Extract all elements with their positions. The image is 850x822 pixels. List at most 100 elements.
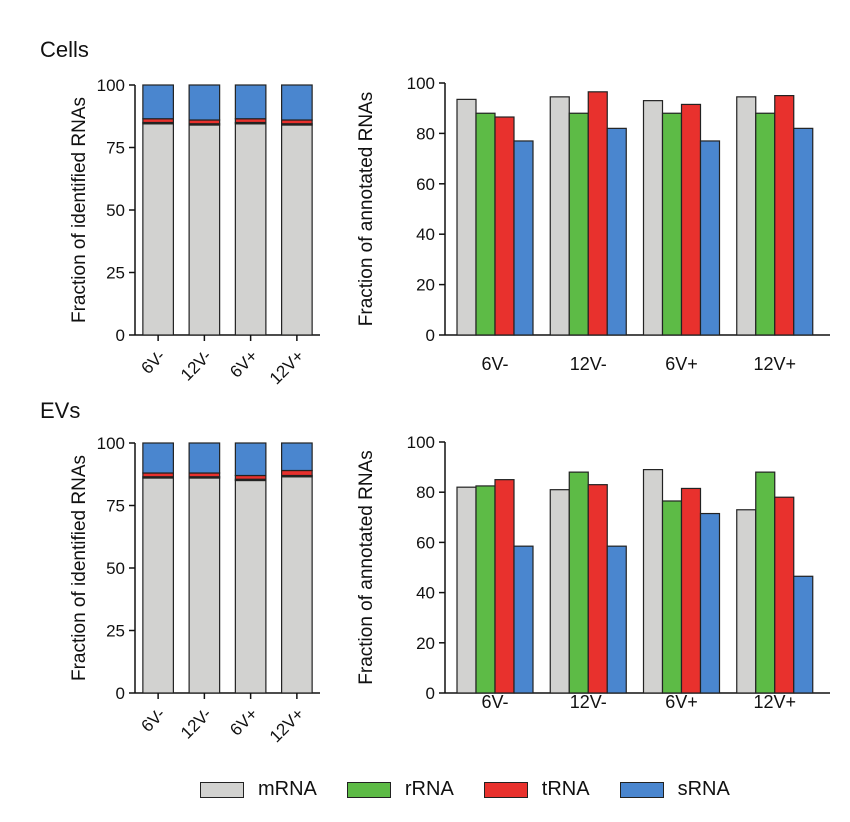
cells-annotated-bar-12v-srna (606, 127, 627, 336)
cells-identified-y-label: Fraction of identified RNAs (69, 97, 90, 323)
legend-item-mrna: mRNA (200, 778, 317, 801)
section-title-evs: EVs (40, 398, 81, 423)
legend-label-trna: tRNA (541, 778, 590, 800)
evs-annotated-y-tick-label-20: 20 (416, 634, 435, 653)
evs-annotated-bar-6v-rrna (661, 500, 683, 694)
cells-annotated-bar-12v-trna (587, 91, 608, 336)
evs-identified-y-tick-label-50: 50 (106, 559, 125, 578)
cells-identified-x-tick-label-6v: 6V- (137, 346, 168, 377)
evs-annotated-bar-12v-mrna (736, 509, 757, 694)
cells-annotated-bar-12v-rrna (755, 112, 776, 336)
evs-annotated-y-tick-label-60: 60 (416, 533, 435, 552)
cells-identified-x-tick-label-12v: 12V- (177, 346, 215, 384)
cells-annotated-bar-12v-mrna (736, 96, 757, 336)
cells-identified-bar-12v-mrna (281, 124, 313, 336)
cells-annotated-bar-6v-srna (513, 140, 534, 336)
legend-swatch-srna (619, 781, 664, 798)
legend-item-rrna: rRNA (346, 778, 454, 801)
evs-annotated-bar-6v-srna (513, 545, 534, 694)
cells-identified-y-tick-label-0: 0 (116, 326, 125, 345)
evs-annotated-y-tick-label-80: 80 (416, 483, 435, 502)
cells-annotated-y-tick-label-40: 40 (416, 225, 435, 244)
evs-identified-y-tick-label-0: 0 (116, 684, 125, 703)
evs-identified-x-tick-label-12v: 12V- (177, 704, 215, 742)
evs-identified-bar-6v-srna (142, 442, 174, 474)
cells-annotated-bar-6v-rrna (661, 112, 683, 336)
cells-annotated-bar-6v-mrna (642, 100, 664, 336)
evs-annotated-bar-6v-srna (699, 512, 721, 694)
cells-annotated-x-label-6v: 6V+ (665, 354, 698, 374)
cells-identified-bar-6v-srna (142, 84, 174, 120)
cells-identified-bar-6v-mrna (234, 123, 267, 336)
evs-annotated-x-label-12v: 12V- (570, 692, 607, 712)
evs-identified-y-tick-label-25: 25 (106, 622, 125, 641)
cells-annotated-x-label-12v: 12V+ (753, 354, 796, 374)
evs-identified-bar-6v-mrna (234, 479, 267, 694)
cells-identified-bar-12v-srna (281, 84, 313, 121)
cells-annotated-bar-12v-rrna (568, 112, 589, 336)
evs-identified-bar-12v-mrna (281, 476, 313, 694)
evs-annotated-bar-6v-trna (494, 479, 515, 694)
evs-annotated-y-tick-label-40: 40 (416, 584, 435, 603)
cells-identified-x-tick-label-6v: 6V+ (226, 346, 261, 381)
cells-annotated-y-tick-label-60: 60 (416, 175, 435, 194)
evs-annotated-bar-6v-rrna (475, 485, 496, 694)
evs-annotated-bar-12v-srna (793, 575, 814, 694)
cells-annotated-y-tick-label-0: 0 (426, 326, 435, 345)
evs-annotated-y-tick-label-0: 0 (426, 684, 435, 703)
cells-annotated-bar-12v-mrna (549, 96, 570, 336)
legend-label-rrna: rRNA (404, 778, 454, 800)
cells-annotated-bar-6v-trna (680, 103, 702, 336)
evs-annotated-x-label-12v: 12V+ (753, 692, 796, 712)
legend-swatch-mrna (200, 781, 244, 798)
evs-identified-bar-6v-mrna (142, 477, 174, 694)
legend-label-mrna: mRNA (258, 778, 317, 800)
cells-annotated-y-tick-label-20: 20 (416, 276, 435, 295)
cells-annotated-bar-6v-srna (699, 140, 721, 336)
evs-annotated-bar-6v-mrna (642, 469, 664, 694)
evs-identified-bar-12v-trna (281, 469, 313, 477)
cells-annotated-x-label-12v: 12V- (570, 354, 607, 374)
cells-annotated-bar-12v-trna (774, 94, 795, 336)
cells-identified-bar-12v-mrna (188, 124, 221, 336)
cells-annotated-x-label-6v: 6V- (481, 354, 508, 374)
evs-identified-bar-12v-srna (281, 442, 313, 472)
cells-annotated-bar-6v-trna (494, 116, 515, 336)
cells-identified-y-tick-label-100: 100 (97, 76, 125, 95)
evs-annotated-bar-12v-trna (587, 484, 608, 694)
cells-identified-x-tick-label-12v: 12V+ (266, 346, 308, 388)
section-title-cells: Cells (40, 37, 89, 62)
evs-identified-y-tick-label-100: 100 (97, 434, 125, 453)
legend-item-trna: tRNA (483, 778, 590, 801)
legend-label-srna: sRNA (677, 778, 730, 800)
cells-identified-y-tick-label-75: 75 (106, 139, 125, 158)
evs-annotated-bar-6v-trna (680, 487, 702, 694)
evs-annotated-bar-12v-trna (774, 496, 795, 694)
cells-annotated-y-tick-label-80: 80 (416, 124, 435, 143)
cells-identified-bar-12v-srna (188, 84, 221, 121)
evs-identified-x-tick-label-6v: 6V+ (226, 704, 261, 739)
cells-identified-y-tick-label-25: 25 (106, 264, 125, 283)
cells-identified-bar-6v-mrna (142, 123, 174, 336)
legend-swatch-trna (483, 781, 528, 798)
evs-identified-y-tick-label-75: 75 (106, 497, 125, 516)
evs-identified-bar-12v-srna (188, 442, 221, 474)
cells-annotated-bar-6v-rrna (475, 112, 496, 336)
evs-annotated-bar-12v-rrna (568, 471, 589, 694)
evs-identified-bar-12v-mrna (188, 477, 221, 694)
evs-annotated-x-label-6v: 6V+ (665, 692, 698, 712)
evs-annotated-x-label-6v: 6V- (481, 692, 508, 712)
evs-annotated-bar-6v-mrna (456, 486, 477, 694)
cells-annotated-y-label: Fraction of annotated RNAs (356, 92, 377, 326)
evs-annotated-y-tick-label-100: 100 (407, 433, 435, 452)
evs-identified-y-label: Fraction of identified RNAs (69, 455, 90, 681)
cells-annotated-y-tick-label-100: 100 (407, 74, 435, 93)
legend-item-srna: sRNA (619, 778, 730, 801)
cells-identified-y-tick-label-50: 50 (106, 201, 125, 220)
evs-annotated-bar-12v-rrna (755, 471, 776, 694)
cells-identified-bar-6v-srna (234, 84, 267, 120)
evs-annotated-bar-12v-mrna (549, 489, 570, 694)
legend: mRNA rRNA tRNA sRNA (200, 778, 760, 801)
